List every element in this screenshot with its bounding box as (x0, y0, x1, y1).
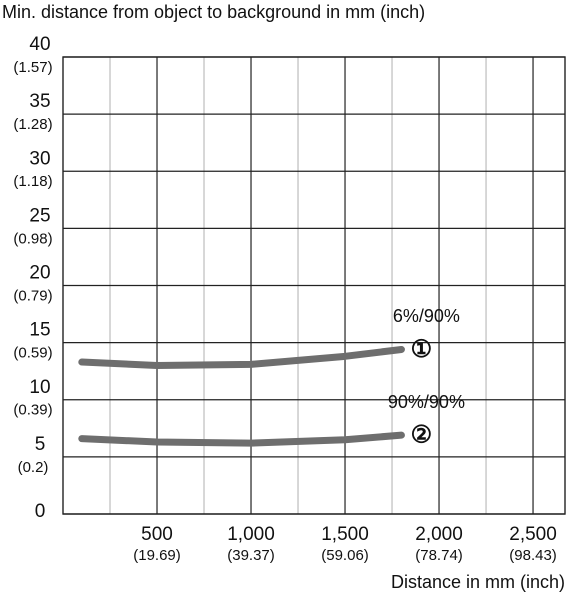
x-tick-label: 1,500 (321, 524, 369, 545)
x-axis-label: Distance in mm (inch) (391, 572, 565, 592)
x-tick-inch-label: (19.69) (133, 547, 181, 564)
y-tick-inch-label: (0.79) (13, 287, 52, 304)
plot-frame (62, 56, 566, 515)
x-tick-inch-label: (39.37) (227, 547, 275, 564)
y-tick-inch-label: (0.39) (13, 402, 52, 419)
y-tick-inch-label: (1.57) (13, 59, 52, 76)
series-marker: ① (411, 336, 433, 363)
x-tick-label: 500 (141, 524, 173, 545)
y-tick-inch-label: (0.98) (13, 230, 52, 247)
y-tick-label: 10 (29, 377, 50, 398)
x-tick-inch-label: (78.74) (415, 547, 463, 564)
x-tick-inch-label: (98.43) (509, 547, 557, 564)
chart-title: Min. distance from object to background … (2, 2, 425, 22)
y-tick-label: 20 (29, 263, 50, 284)
x-tick-label: 2,000 (415, 524, 463, 545)
y-tick-inch-label: (0.59) (13, 345, 52, 362)
x-tick-label: 1,000 (227, 524, 275, 545)
x-tick-label: 2,500 (509, 524, 557, 545)
y-tick-label: 5 (35, 434, 46, 455)
y-tick-label: 40 (29, 34, 50, 55)
series-line (78, 431, 405, 447)
y-tick-label: 0 (35, 501, 46, 522)
y-tick-inch-label: (1.18) (13, 173, 52, 190)
series-marker: ② (411, 422, 433, 449)
series-label: 6%/90% (393, 306, 460, 326)
x-tick-inch-label: (59.06) (321, 547, 369, 564)
y-tick-label: 30 (29, 148, 50, 169)
y-tick-inch-label: (0.2) (18, 459, 49, 476)
y-tick-label: 35 (29, 91, 50, 112)
y-tick-label: 25 (29, 205, 50, 226)
y-tick-label: 15 (29, 320, 50, 341)
y-tick-inch-label: (1.28) (13, 116, 52, 133)
series-line (78, 345, 405, 369)
series-label: 90%/90% (388, 392, 465, 412)
